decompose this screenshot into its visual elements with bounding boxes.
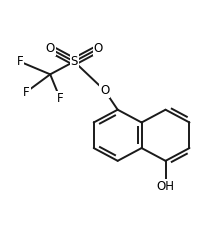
- Text: OH: OH: [157, 180, 175, 193]
- Text: F: F: [16, 55, 23, 68]
- Text: O: O: [100, 84, 109, 97]
- Text: S: S: [71, 55, 78, 68]
- Text: O: O: [46, 42, 55, 55]
- Text: F: F: [57, 92, 63, 105]
- Text: F: F: [23, 86, 30, 99]
- Text: O: O: [94, 42, 103, 55]
